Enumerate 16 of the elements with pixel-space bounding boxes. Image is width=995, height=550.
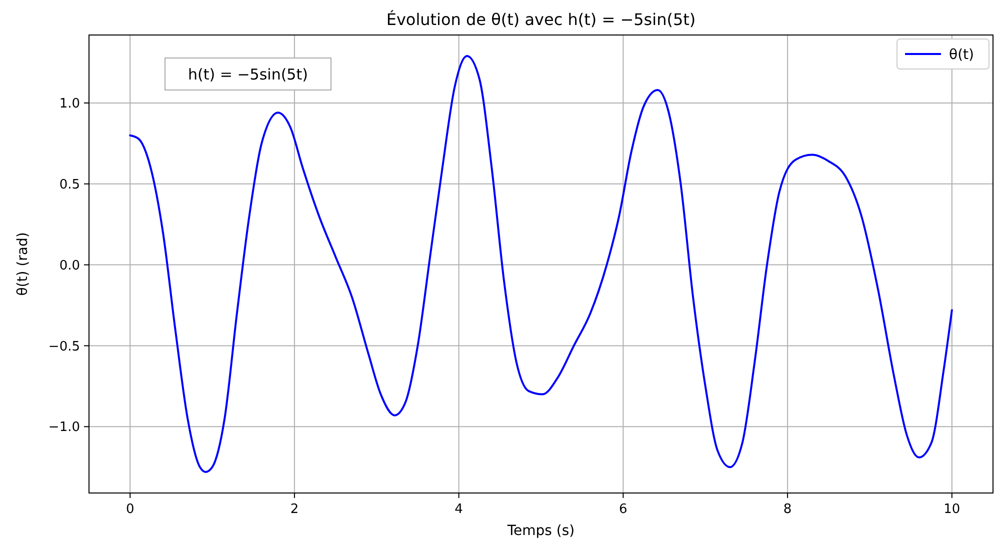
x-tick-label: 8 (783, 502, 792, 517)
y-tick-label: 1.0 (59, 96, 80, 112)
x-tick-label: 4 (454, 502, 463, 517)
x-tick-label: 6 (619, 502, 628, 517)
x-tick-label: 0 (126, 502, 134, 517)
y-tick-label: 0.0 (59, 258, 80, 274)
y-tick-label: −1.0 (48, 420, 80, 436)
x-tick-label: 2 (290, 502, 299, 517)
y-axis-title: θ(t) (rad) (15, 232, 31, 296)
y-tick-label: 0.5 (59, 177, 80, 192)
x-axis-title: Temps (s) (506, 523, 575, 539)
x-tick-label: 10 (944, 502, 960, 517)
y-tick-label: −0.5 (48, 339, 80, 354)
annotation: h(t) = −5sin(5t) (188, 65, 308, 84)
legend-label: θ(t) (949, 46, 974, 63)
chart-title: Évolution de θ(t) avec h(t) = −5sin(5t) (386, 10, 696, 29)
